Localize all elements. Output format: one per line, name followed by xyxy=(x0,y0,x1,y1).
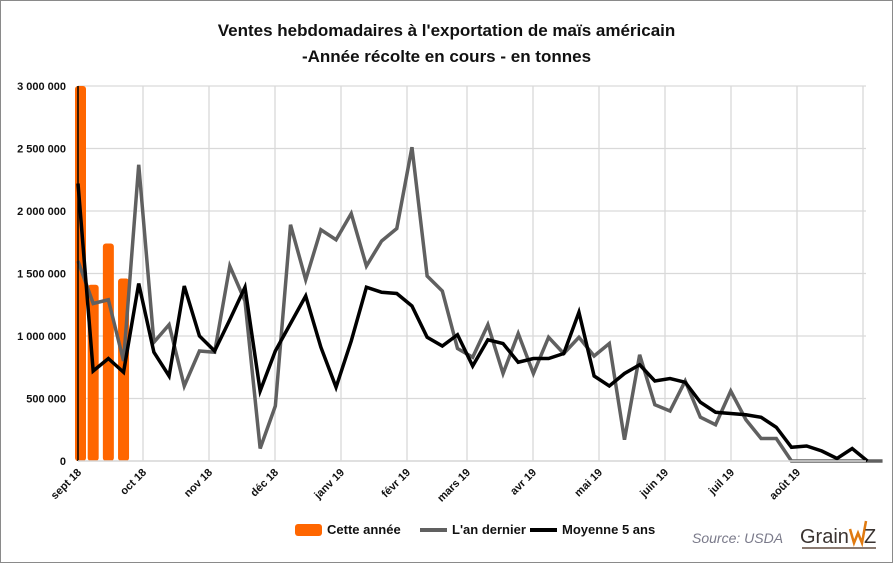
grainwiz-logo: Grain Z xyxy=(800,520,876,549)
y-tick-label: 0 xyxy=(60,456,66,468)
source-note: Source: USDA xyxy=(692,530,784,546)
x-tick-label: avr 19 xyxy=(508,467,539,498)
chart-subtitle: -Année récolte en cours - en tonnes xyxy=(301,47,592,66)
x-tick-label: déc 18 xyxy=(248,467,281,500)
y-tick-label: 2 000 000 xyxy=(17,206,66,218)
x-tick-label: juil 19 xyxy=(706,467,737,498)
line-an-dernier xyxy=(76,146,883,463)
y-tick-label: 1 500 000 xyxy=(17,269,66,281)
legend-item-moyenne: Moyenne 5 ans xyxy=(530,522,655,537)
x-tick-label: mai 19 xyxy=(572,467,605,500)
x-tick-label: juin 19 xyxy=(637,467,671,501)
x-tick-label: août 19 xyxy=(767,467,803,503)
svg-text:Grain: Grain xyxy=(800,526,849,548)
svg-text:Z: Z xyxy=(864,526,876,548)
x-tick-label: nov 18 xyxy=(182,467,215,500)
x-tick-label: oct 18 xyxy=(118,467,149,498)
legend-item-an-dernier: L'an dernier xyxy=(420,522,526,537)
y-tick-label: 2 500 000 xyxy=(17,144,66,156)
x-tick-label: févr 19 xyxy=(380,467,414,501)
legend-label: L'an dernier xyxy=(452,522,526,537)
chart-title: Ventes hebdomadaires à l'exportation de … xyxy=(217,21,676,40)
legend-swatch-line xyxy=(530,527,557,532)
y-tick-label: 1 000 000 xyxy=(17,331,66,343)
legend-label: Moyenne 5 ans xyxy=(562,522,656,537)
legend-label: Cette année xyxy=(327,522,401,537)
bar-cette-annee xyxy=(102,243,114,461)
legend-swatch-line xyxy=(420,527,447,532)
y-tick-label: 3 000 000 xyxy=(17,81,66,93)
y-tick-label: 500 000 xyxy=(26,394,66,406)
x-tick-label: sept 18 xyxy=(49,467,84,502)
legend-item-cette-annee: Cette année xyxy=(295,522,401,537)
x-tick-label: mars 19 xyxy=(435,467,473,505)
line-moyenne-5-ans xyxy=(76,183,869,463)
x-tick-label: janv 19 xyxy=(312,467,348,503)
legend-swatch-bar xyxy=(295,523,322,536)
